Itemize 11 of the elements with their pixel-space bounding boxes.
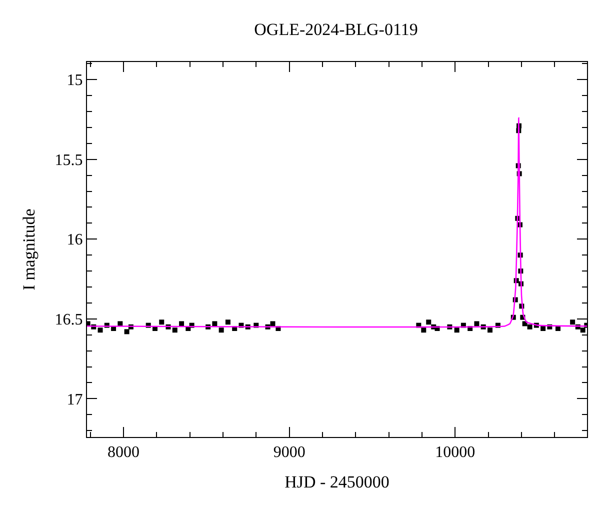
y-tick-label: 15	[66, 72, 83, 90]
x-tick-label: 8000	[107, 444, 140, 462]
y-tick-label: 15.5	[54, 152, 83, 169]
x-tick-label: 9000	[273, 444, 306, 462]
x-tick-label: 10000	[435, 444, 476, 462]
y-axis-title: I magnitude	[19, 208, 38, 290]
y-tick-label: 16.5	[54, 312, 83, 329]
chart-title: OGLE-2024-BLG-0119	[254, 20, 418, 39]
y-tick-label: 16	[66, 232, 83, 249]
x-axis-title: HJD - 2450000	[284, 472, 390, 492]
y-tick-label: 17	[66, 391, 83, 408]
